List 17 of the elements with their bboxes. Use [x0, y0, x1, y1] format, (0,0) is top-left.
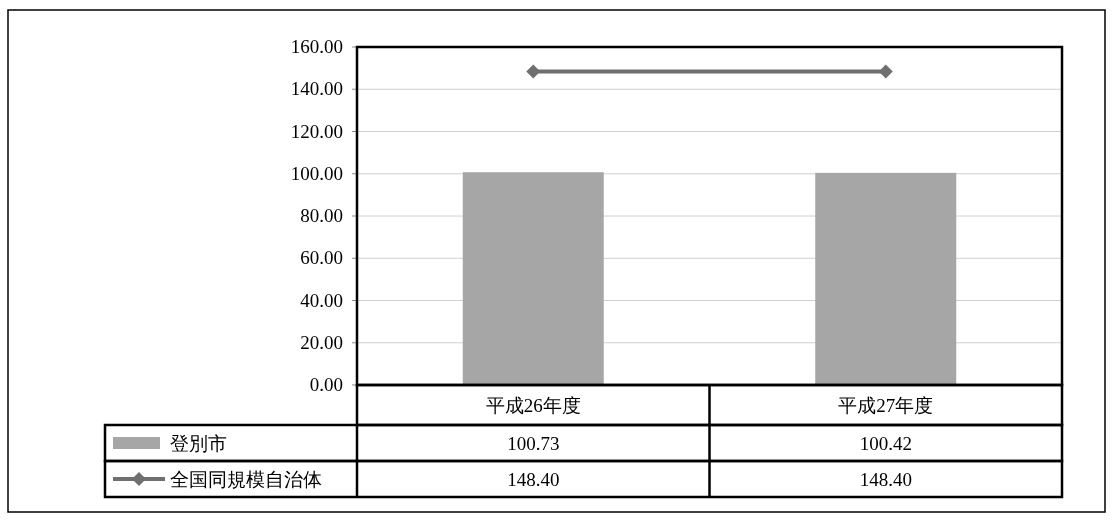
- x-tick-label: 平成26年度: [485, 395, 581, 416]
- data-label: 148.40: [859, 469, 912, 490]
- y-tick-label: 40.00: [300, 289, 343, 311]
- legend-label: 全国同規模自治体: [170, 469, 322, 490]
- data-label: 100.73: [507, 433, 560, 454]
- y-tick-label: 100.00: [290, 162, 343, 184]
- legend-label: 登別市: [170, 433, 227, 454]
- y-tick-label: 60.00: [300, 247, 343, 269]
- y-tick-label: 120.00: [290, 120, 343, 142]
- x-tick-label: 平成27年度: [838, 395, 934, 416]
- data-label: 148.40: [507, 469, 560, 490]
- y-tick-label: 0.00: [309, 374, 343, 395]
- y-tick-label: 80.00: [300, 205, 343, 226]
- data-label: 100.42: [859, 433, 912, 454]
- y-tick-label: 140.00: [290, 78, 343, 100]
- y-tick-label: 20.00: [300, 331, 343, 353]
- y-tick-label: 160.00: [290, 36, 343, 57]
